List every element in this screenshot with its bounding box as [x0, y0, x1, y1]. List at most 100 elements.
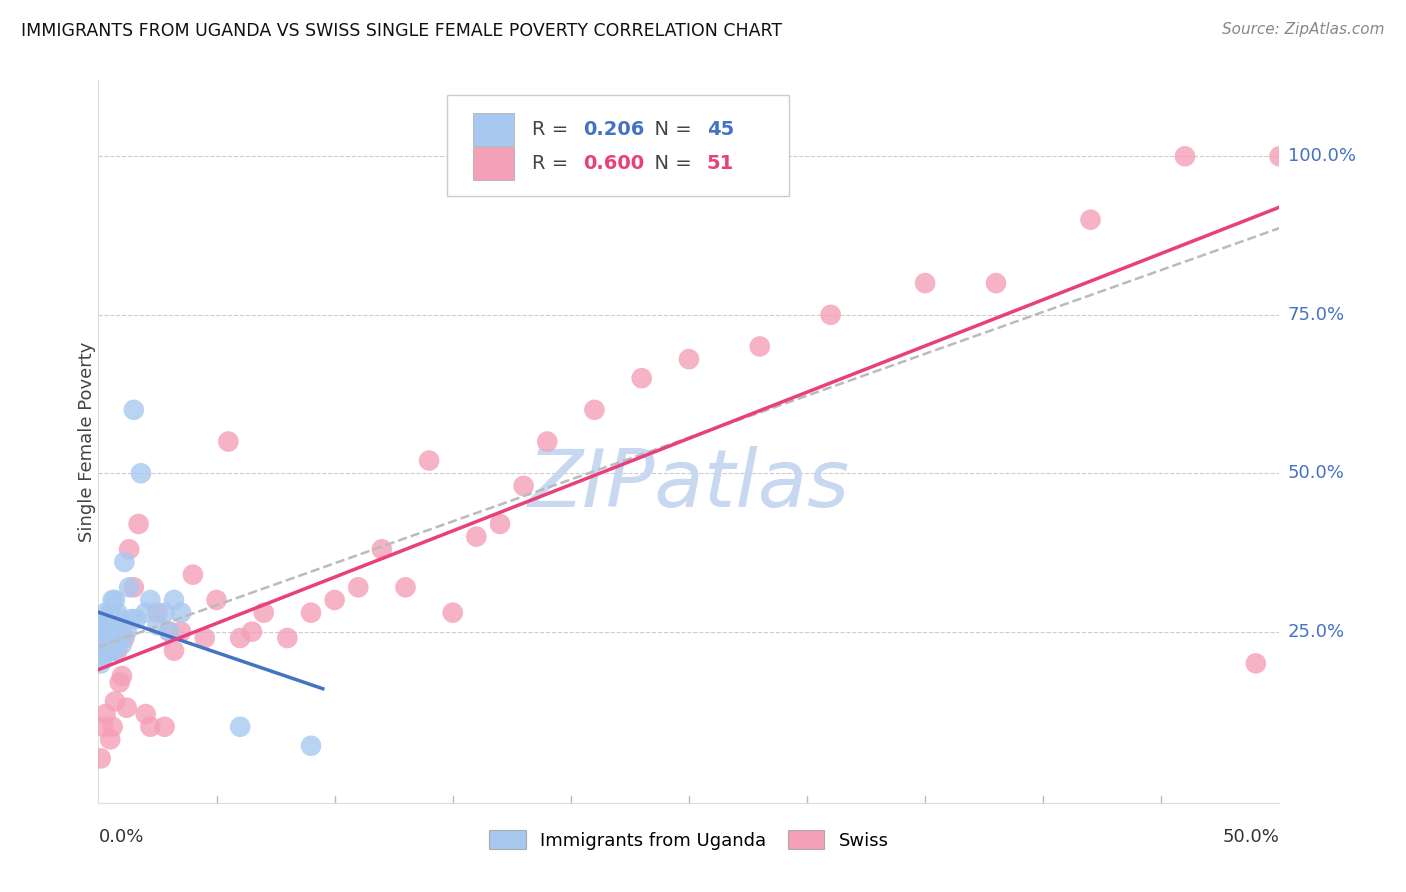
Point — [299, 606, 322, 620]
Point — [678, 352, 700, 367]
Text: 50.0%: 50.0% — [1223, 828, 1279, 847]
Text: 25.0%: 25.0% — [1288, 623, 1346, 640]
FancyBboxPatch shape — [447, 95, 789, 196]
Point — [371, 542, 394, 557]
Point — [111, 669, 134, 683]
Point — [129, 467, 152, 481]
Point — [163, 593, 186, 607]
Text: 0.600: 0.600 — [582, 153, 644, 173]
Point — [146, 606, 169, 620]
Text: 51: 51 — [707, 153, 734, 173]
Point — [91, 637, 114, 651]
Y-axis label: Single Female Poverty: Single Female Poverty — [79, 342, 96, 541]
Text: ZIPatlas: ZIPatlas — [527, 446, 851, 524]
Point — [135, 606, 157, 620]
Point — [630, 371, 652, 385]
Point — [441, 606, 464, 620]
Text: IMMIGRANTS FROM UGANDA VS SWISS SINGLE FEMALE POVERTY CORRELATION CHART: IMMIGRANTS FROM UGANDA VS SWISS SINGLE F… — [21, 22, 782, 40]
Point — [104, 618, 127, 632]
Point — [104, 593, 127, 607]
Point — [98, 643, 121, 657]
Point — [118, 542, 141, 557]
Point — [90, 751, 112, 765]
Point — [97, 624, 120, 639]
Point — [97, 612, 120, 626]
Point — [101, 637, 124, 651]
Text: N =: N = — [641, 153, 697, 173]
Point — [115, 700, 138, 714]
Point — [94, 618, 117, 632]
Point — [229, 720, 252, 734]
Point — [128, 516, 150, 531]
Point — [157, 624, 180, 639]
Point — [101, 618, 124, 632]
Point — [1244, 657, 1267, 671]
Point — [112, 631, 135, 645]
Point — [108, 612, 131, 626]
Point — [163, 643, 186, 657]
Point — [98, 624, 121, 639]
Text: 100.0%: 100.0% — [1288, 147, 1355, 165]
FancyBboxPatch shape — [472, 113, 515, 145]
Point — [90, 624, 112, 639]
Point — [94, 707, 117, 722]
Point — [108, 631, 131, 645]
Point — [118, 580, 141, 594]
FancyBboxPatch shape — [472, 147, 515, 179]
Point — [820, 308, 842, 322]
Point — [489, 516, 512, 531]
Point — [914, 276, 936, 290]
Point — [104, 643, 127, 657]
Point — [146, 618, 169, 632]
Point — [153, 720, 176, 734]
Point — [394, 580, 416, 594]
Point — [229, 631, 252, 645]
Point — [170, 624, 193, 639]
Point — [90, 657, 112, 671]
Point — [465, 530, 488, 544]
Point — [101, 593, 124, 607]
Text: 50.0%: 50.0% — [1288, 464, 1344, 483]
Point — [98, 606, 121, 620]
Point — [90, 643, 112, 657]
Point — [125, 612, 148, 626]
Point — [347, 580, 370, 594]
Point — [139, 720, 162, 734]
Point — [104, 694, 127, 708]
Text: 75.0%: 75.0% — [1288, 306, 1346, 324]
Point — [111, 618, 134, 632]
Point — [108, 675, 131, 690]
Text: N =: N = — [641, 120, 697, 139]
Point — [121, 612, 143, 626]
Legend: Immigrants from Uganda, Swiss: Immigrants from Uganda, Swiss — [481, 822, 897, 859]
Point — [153, 606, 176, 620]
Point — [94, 606, 117, 620]
Point — [122, 402, 145, 417]
Point — [1080, 212, 1102, 227]
Point — [105, 643, 128, 657]
Point — [240, 624, 263, 639]
Text: R =: R = — [531, 153, 575, 173]
Text: R =: R = — [531, 120, 575, 139]
Point — [94, 643, 117, 657]
Point — [91, 650, 114, 665]
Point — [583, 402, 606, 417]
Point — [97, 637, 120, 651]
Point — [170, 606, 193, 620]
Point — [94, 631, 117, 645]
Point — [91, 720, 114, 734]
Point — [536, 434, 558, 449]
Point — [512, 479, 534, 493]
Point — [323, 593, 346, 607]
Point — [157, 624, 180, 639]
Point — [139, 593, 162, 607]
Point — [984, 276, 1007, 290]
Point — [135, 707, 157, 722]
Point — [276, 631, 298, 645]
Text: 0.206: 0.206 — [582, 120, 644, 139]
Point — [122, 580, 145, 594]
Point — [181, 567, 204, 582]
Point — [253, 606, 276, 620]
Point — [1268, 149, 1291, 163]
Point — [111, 637, 134, 651]
